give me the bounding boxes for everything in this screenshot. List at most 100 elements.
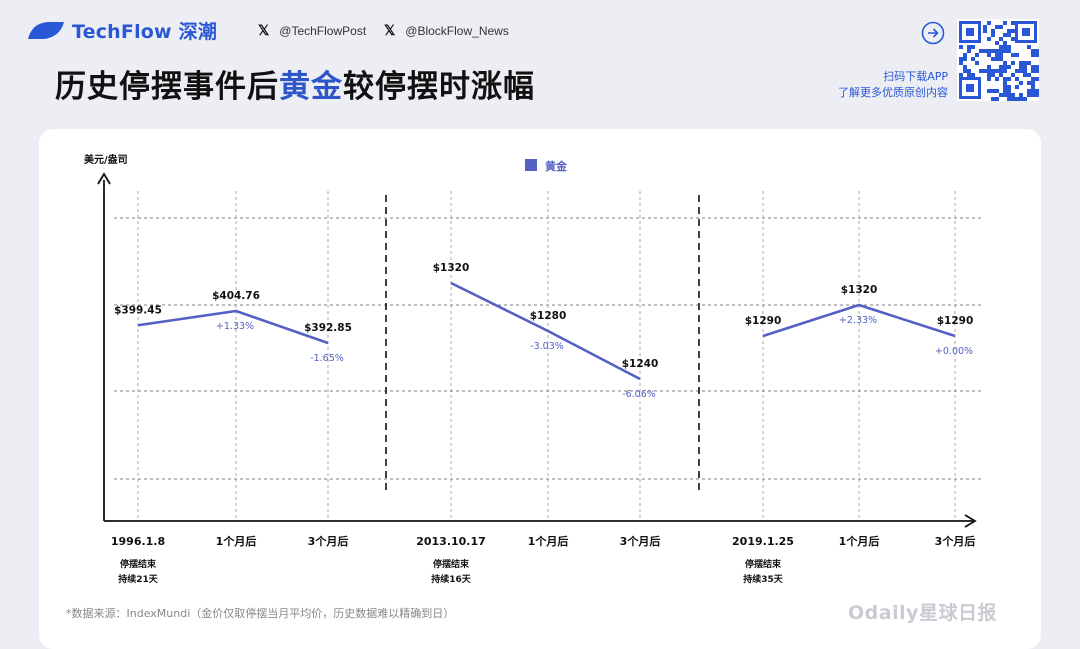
x-tick-label: 2013.10.17 xyxy=(416,535,486,548)
qr-module xyxy=(1007,77,1011,81)
data-label: $1320 xyxy=(433,262,470,274)
qr-module xyxy=(971,57,975,61)
qr-module xyxy=(995,77,999,81)
qr-module xyxy=(1007,49,1011,53)
x-tick-label: 1个月后 xyxy=(528,534,569,548)
x-tick-label: 1个月后 xyxy=(839,534,880,548)
qr-module xyxy=(967,73,971,77)
qr-module xyxy=(999,25,1003,29)
note-line-1: 停摆结束 xyxy=(120,558,157,570)
qr-module xyxy=(979,49,983,53)
qr-module xyxy=(987,69,991,73)
qr-module xyxy=(987,53,991,57)
qr-module xyxy=(1015,85,1019,89)
qr-module xyxy=(963,57,967,61)
x-tick-label: 3个月后 xyxy=(620,534,661,548)
qr-module xyxy=(967,69,971,73)
data-label: $1280 xyxy=(530,310,567,322)
qr-module xyxy=(1035,49,1039,53)
qr-module xyxy=(995,53,999,57)
qr-module xyxy=(991,97,995,101)
qr-module xyxy=(1035,53,1039,57)
qr-module xyxy=(1023,73,1027,77)
series-line xyxy=(450,281,641,381)
qr-module xyxy=(1003,61,1007,65)
qr-module xyxy=(1031,85,1035,89)
qr-module xyxy=(983,25,987,29)
arrow-right-icon[interactable] xyxy=(921,21,945,45)
qr-module xyxy=(959,73,963,77)
logo-icon xyxy=(28,21,64,39)
qr-module xyxy=(959,45,963,49)
qr-module xyxy=(1003,49,1007,53)
qr-module xyxy=(1007,33,1011,37)
qr-module xyxy=(1031,89,1035,93)
qr-module xyxy=(987,37,991,41)
qr-module xyxy=(1011,53,1015,57)
watermark: Odaily星球日报 xyxy=(848,602,997,624)
qr-module xyxy=(1031,49,1035,53)
qr-module xyxy=(963,65,967,69)
qr-module xyxy=(1031,65,1035,69)
qr-module xyxy=(966,84,974,92)
qr-module xyxy=(987,49,991,53)
qr-module xyxy=(1035,77,1039,81)
qr-module xyxy=(1019,93,1023,97)
data-label: $392.85 xyxy=(304,322,352,334)
qr-module xyxy=(1031,81,1035,85)
qr-module xyxy=(1027,81,1031,85)
note-line-2: 持续35天 xyxy=(743,573,784,585)
change-label: +1.33% xyxy=(216,321,254,332)
note-line-2: 持续16天 xyxy=(431,573,472,585)
qr-module xyxy=(995,89,999,93)
qr-module xyxy=(999,57,1003,61)
x-tick-label: 1996.1.8 xyxy=(111,535,165,548)
x-tick-label: 1个月后 xyxy=(216,534,257,548)
qr-module xyxy=(1027,73,1031,77)
qr-module xyxy=(991,89,995,93)
qr-module xyxy=(1035,69,1039,73)
qr-module xyxy=(1015,77,1019,81)
qr-module xyxy=(1031,69,1035,73)
qr-module xyxy=(1007,45,1011,49)
twitter-handle: @TechFlowPost xyxy=(279,23,367,38)
qr-module xyxy=(967,45,971,49)
qr-module xyxy=(1003,33,1007,37)
data-source-note: *数据来源：IndexMundi（金价仅取停摆当月平均价，历史数据难以精确到日） xyxy=(66,607,455,620)
twitter-link-techflowpost[interactable]: 𝕏 @TechFlowPost xyxy=(258,22,366,39)
qr-module xyxy=(999,53,1003,57)
qr-module xyxy=(1003,41,1007,45)
qr-module xyxy=(1003,81,1007,85)
qr-module xyxy=(1019,81,1023,85)
qr-module xyxy=(1027,61,1031,65)
qr-module xyxy=(999,49,1003,53)
qr-module xyxy=(999,37,1003,41)
twitter-link-blockflow[interactable]: 𝕏 @BlockFlow_News xyxy=(384,22,509,39)
y-axis-arrow xyxy=(97,172,111,185)
qr-code[interactable] xyxy=(957,19,1039,101)
qr-module xyxy=(991,69,995,73)
note-line-2: 持续21天 xyxy=(118,573,159,585)
qr-module xyxy=(1015,69,1019,73)
qr-module xyxy=(1031,77,1035,81)
qr-module xyxy=(1003,89,1007,93)
qr-module xyxy=(1019,69,1023,73)
qr-module xyxy=(983,69,987,73)
note-line-1: 停摆结束 xyxy=(745,558,782,570)
qr-module xyxy=(991,49,995,53)
x-tick-label: 3个月后 xyxy=(308,534,349,548)
qr-module xyxy=(995,49,999,53)
qr-module xyxy=(1023,69,1027,73)
x-tick-label: 3个月后 xyxy=(935,534,976,548)
qr-module xyxy=(1007,29,1011,33)
qr-module xyxy=(1035,89,1039,93)
download-promo: 扫码下载APP 了解更多优质原创内容 xyxy=(838,69,948,101)
data-label: $399.45 xyxy=(114,304,162,316)
qr-module xyxy=(1003,21,1007,25)
qr-module xyxy=(1019,97,1023,101)
qr-module xyxy=(1003,93,1007,97)
qr-module xyxy=(1007,65,1011,69)
qr-module xyxy=(975,53,979,57)
qr-module xyxy=(966,28,974,36)
qr-module xyxy=(1027,45,1031,49)
